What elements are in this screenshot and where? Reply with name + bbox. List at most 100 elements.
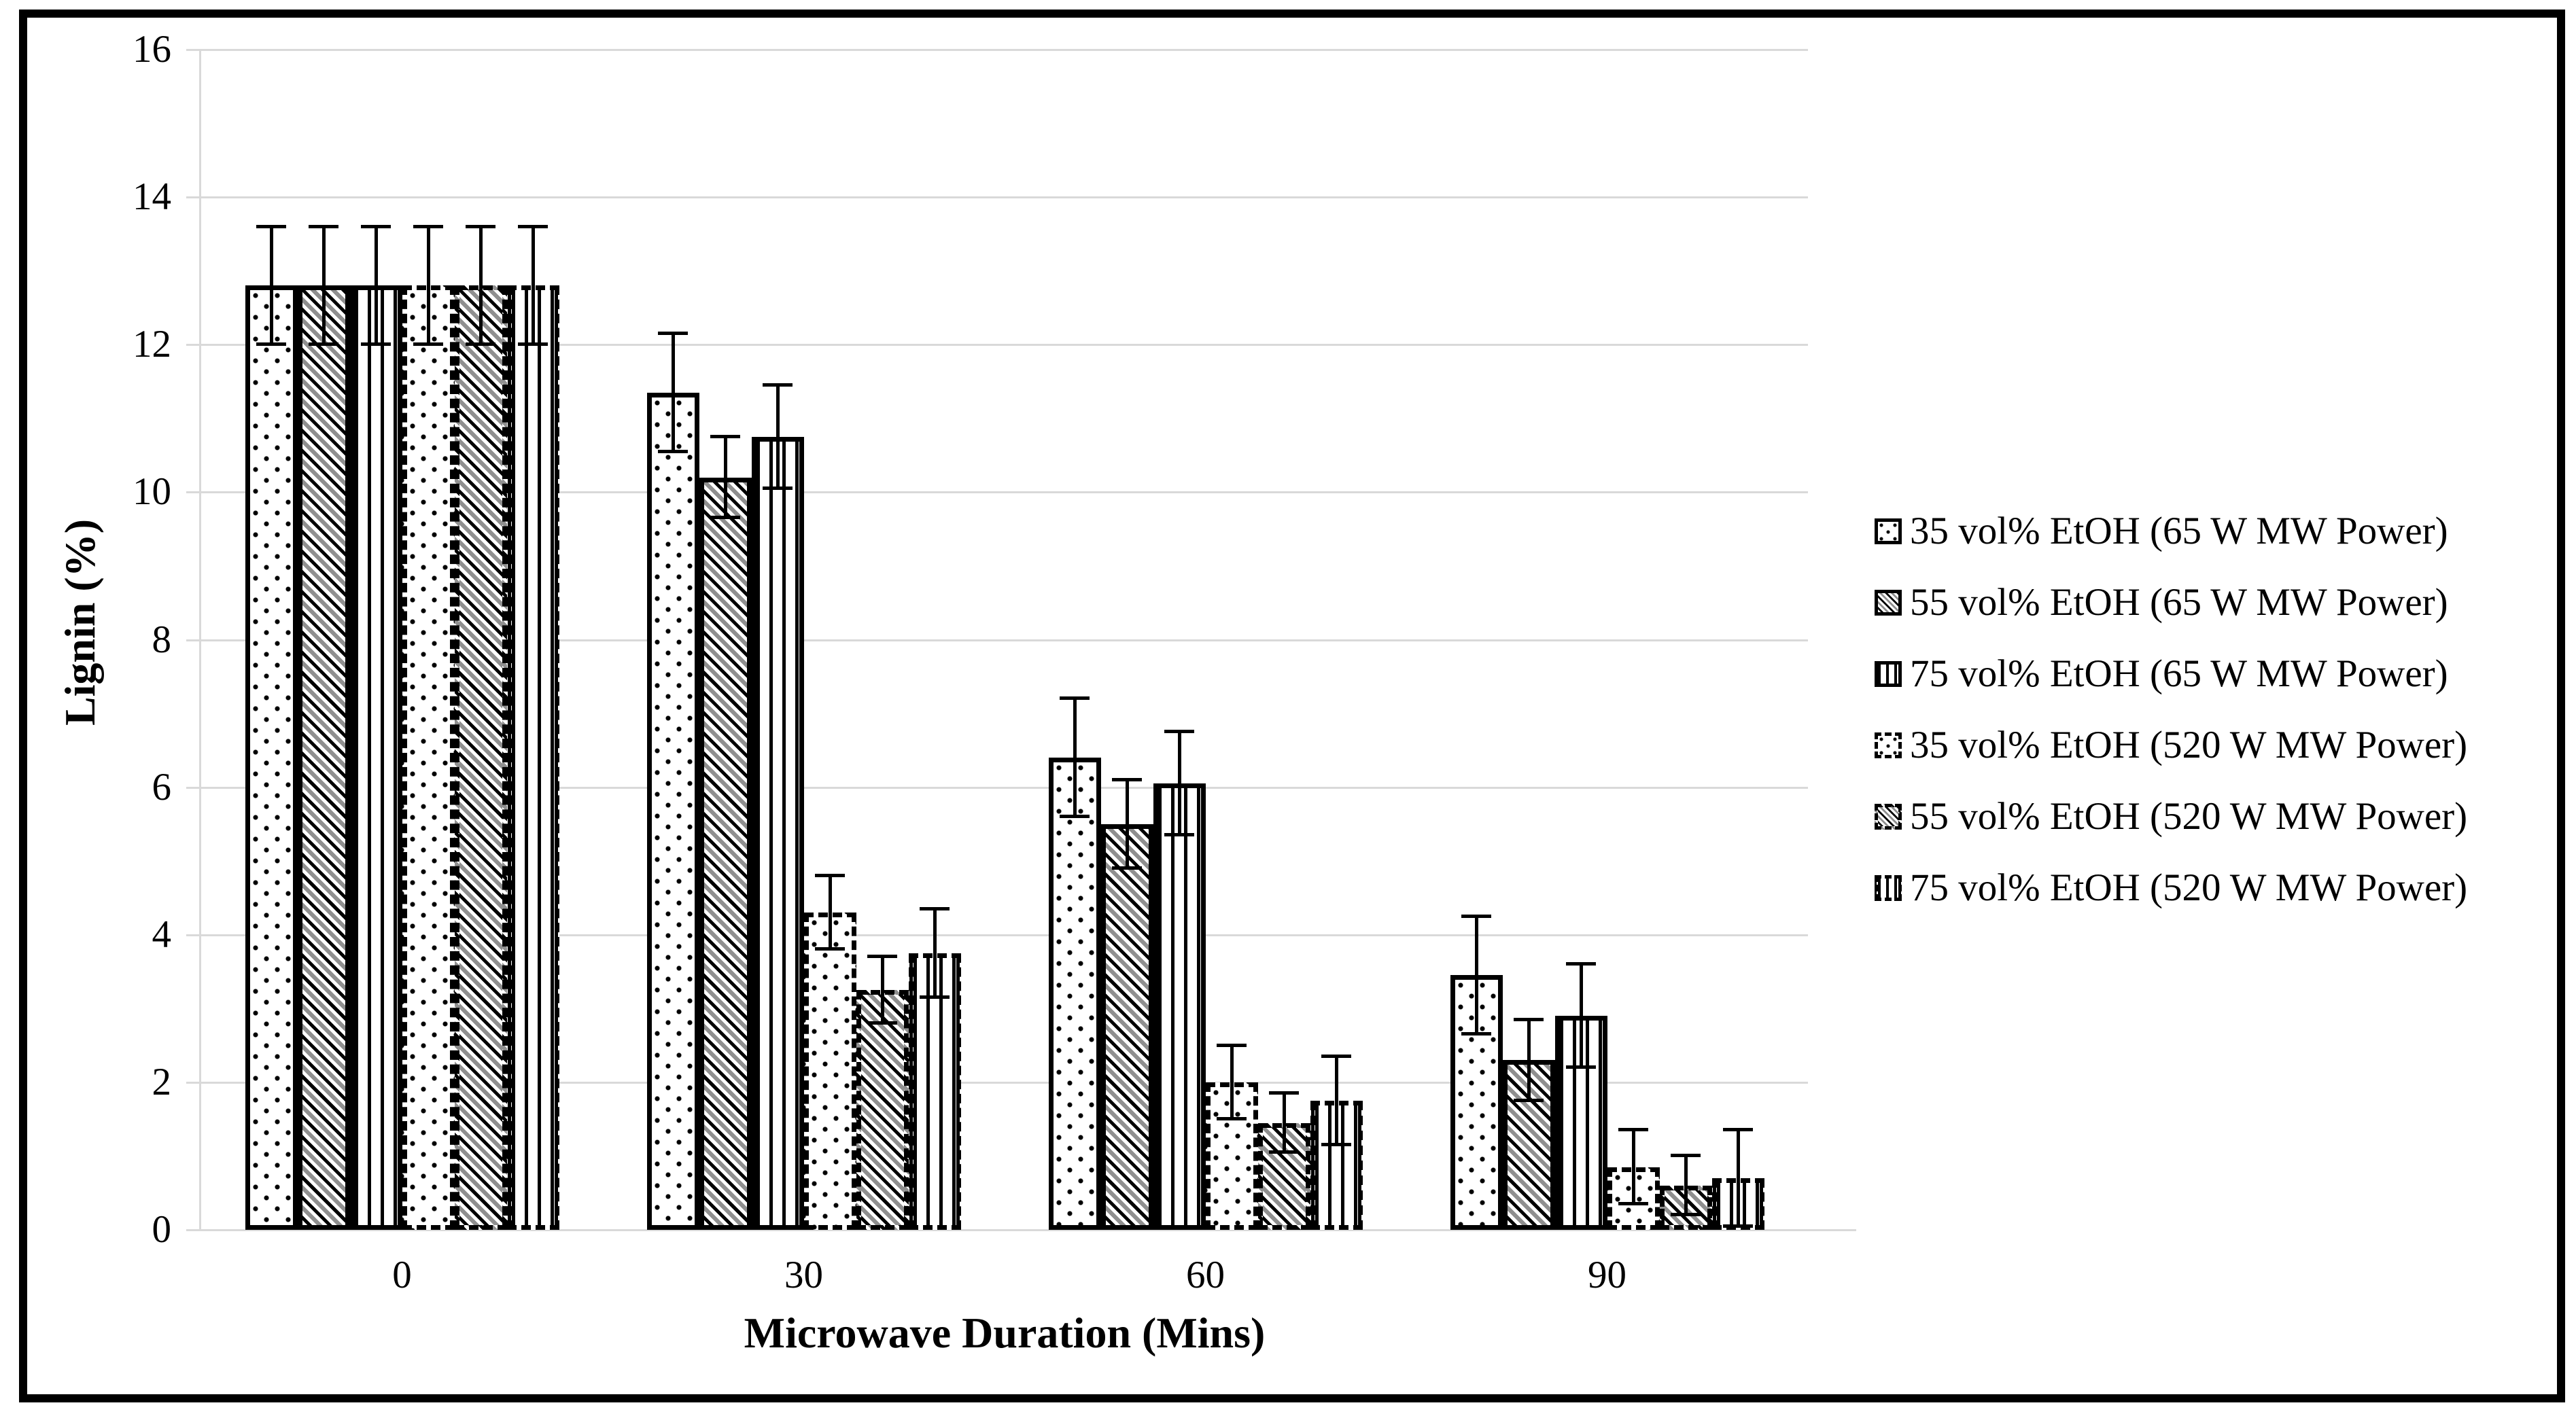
bar-slot-s2-30: [699, 50, 752, 1230]
legend-label-5: 55 vol% EtOH (520 W MW Power): [1910, 795, 2468, 838]
legend-label-1: 35 vol% EtOH (65 W MW Power): [1910, 510, 2448, 552]
legend-entry-6: 75 vol% EtOH (520 W MW Power): [1875, 852, 2467, 923]
bar-group-60: [1048, 50, 1363, 1230]
legend-swatch-vertical-solid-icon: [1875, 660, 1902, 687]
bar-series3-min60: [1153, 783, 1206, 1230]
error-cap-bottom-series4-min0: [413, 342, 443, 347]
error-bar-series3-min60: [1177, 732, 1181, 836]
bar-slot-s5-60: [1257, 50, 1310, 1230]
x-axis-ticks: 0 30 60 90: [201, 1252, 1808, 1299]
error-cap-top-series5-min30: [867, 955, 897, 959]
y-tick-label-6: 6: [152, 765, 172, 809]
bar-slot-s6-30: [908, 50, 961, 1230]
y-tick-mark-2: [186, 1081, 201, 1084]
x-tick-label-90: 90: [1588, 1254, 1626, 1296]
x-axis-line: [201, 1229, 1856, 1231]
bar-series5-min0: [454, 285, 507, 1230]
bar-slot-s5-90: [1659, 50, 1712, 1230]
y-tick-mark-16: [186, 49, 201, 51]
y-tick-label-2: 2: [152, 1060, 172, 1103]
error-cap-bottom-series5-min60: [1269, 1150, 1299, 1154]
y-tick-mark-8: [186, 639, 201, 641]
error-bar-series1-min0: [269, 226, 273, 345]
error-cap-top-series4-min30: [815, 873, 845, 877]
error-bar-series2-min0: [321, 226, 326, 345]
error-bar-series3-min30: [776, 385, 780, 489]
y-tick-mark-0: [186, 1229, 201, 1231]
legend-entry-2: 55 vol% EtOH (65 W MW Power): [1875, 567, 2467, 638]
error-bar-series6-min60: [1334, 1056, 1338, 1146]
error-cap-bottom-series1-min90: [1461, 1032, 1491, 1036]
error-bar-series6-min90: [1736, 1130, 1740, 1226]
bar-series2-min30: [699, 477, 752, 1230]
bar-series2-min60: [1100, 824, 1153, 1230]
y-tick-label-0: 0: [152, 1208, 172, 1251]
error-cap-top-series6-min90: [1723, 1128, 1753, 1132]
legend-swatch-vertical-dashed-icon: [1875, 874, 1902, 901]
error-cap-bottom-series4-min90: [1618, 1202, 1648, 1206]
bar-slot-s1-0: [245, 50, 298, 1230]
error-bar-series4-min90: [1631, 1130, 1635, 1205]
bar-group-90: [1450, 50, 1764, 1230]
error-cap-bottom-series4-min30: [815, 947, 845, 951]
bar-series1-min60: [1048, 758, 1101, 1230]
legend: 35 vol% EtOH (65 W MW Power) 55 vol% EtOH…: [1875, 495, 2467, 923]
error-cap-bottom-series5-min90: [1671, 1213, 1701, 1217]
error-bar-series1-min90: [1474, 916, 1478, 1035]
gridline-y-14: [201, 196, 1808, 199]
bar-slot-s1-60: [1048, 50, 1101, 1230]
error-bar-series2-min90: [1527, 1019, 1531, 1101]
error-cap-top-series2-min30: [710, 434, 740, 438]
error-cap-top-series4-min0: [413, 224, 443, 228]
y-tick-mark-6: [186, 786, 201, 789]
error-bar-series6-min0: [531, 226, 535, 345]
error-cap-top-series1-min90: [1461, 914, 1491, 918]
error-bar-series4-min0: [426, 226, 430, 345]
error-cap-top-series1-min0: [256, 224, 286, 228]
chart-frame: [19, 10, 2565, 1402]
error-cap-bottom-series3-min90: [1566, 1065, 1596, 1069]
error-bar-series3-min90: [1579, 964, 1583, 1068]
error-cap-top-series3-min0: [361, 224, 391, 228]
error-bar-series5-min0: [478, 226, 483, 345]
gridline-y-2: [201, 1081, 1808, 1084]
bar-slot-s4-0: [402, 50, 455, 1230]
bar-slot-s2-0: [297, 50, 350, 1230]
bar-series6-min0: [506, 285, 559, 1230]
legend-label-3: 75 vol% EtOH (65 W MW Power): [1910, 652, 2448, 695]
gridline-y-8: [201, 639, 1808, 641]
bar-slot-s3-30: [751, 50, 804, 1230]
legend-entry-5: 55 vol% EtOH (520 W MW Power): [1875, 781, 2467, 852]
legend-entry-1: 35 vol% EtOH (65 W MW Power): [1875, 495, 2467, 567]
bar-slot-s4-60: [1205, 50, 1258, 1230]
error-bar-series6-min30: [933, 908, 937, 998]
error-cap-top-series1-min60: [1060, 696, 1090, 701]
y-tick-mark-12: [186, 344, 201, 347]
error-bar-series4-min60: [1230, 1045, 1234, 1120]
bar-groups: [201, 50, 1808, 1230]
bar-slot-s2-90: [1502, 50, 1555, 1230]
error-cap-bottom-series5-min30: [867, 1021, 897, 1025]
bar-series6-min30: [908, 953, 961, 1230]
legend-label-2: 55 vol% EtOH (65 W MW Power): [1910, 581, 2448, 624]
y-tick-label-16: 16: [133, 28, 171, 71]
gridline-y-4: [201, 934, 1808, 936]
error-cap-top-series5-min0: [466, 224, 495, 228]
error-cap-top-series6-min30: [920, 906, 950, 910]
error-bar-series2-min60: [1125, 779, 1129, 869]
error-cap-top-series4-min60: [1217, 1043, 1247, 1047]
error-bar-series5-min60: [1282, 1093, 1286, 1153]
error-cap-bottom-series3-min60: [1164, 833, 1194, 837]
error-bar-series1-min30: [671, 333, 675, 452]
legend-label-6: 75 vol% EtOH (520 W MW Power): [1910, 866, 2468, 909]
bar-slot-s6-60: [1310, 50, 1363, 1230]
error-bar-series1-min60: [1073, 698, 1077, 817]
error-cap-bottom-series6-min30: [920, 995, 950, 999]
bar-slot-s6-0: [506, 50, 559, 1230]
bar-slot-s3-0: [349, 50, 402, 1230]
error-cap-bottom-series1-min60: [1060, 815, 1090, 819]
legend-swatch-dots-dashed-icon: [1875, 732, 1902, 758]
y-tick-mark-10: [186, 491, 201, 494]
bar-series2-min0: [297, 285, 350, 1230]
